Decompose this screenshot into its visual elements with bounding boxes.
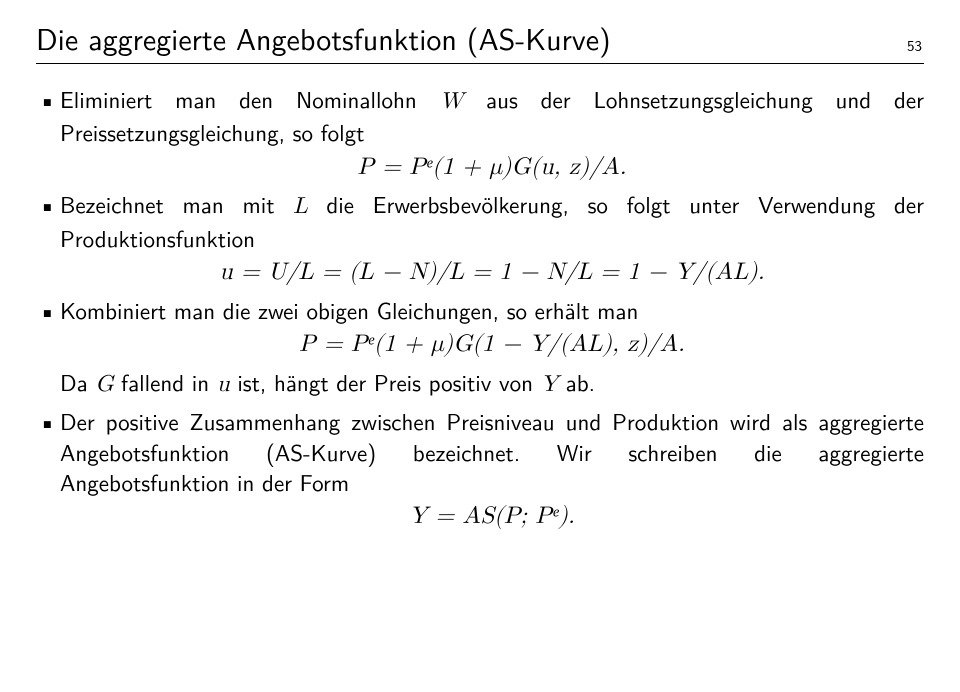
b2-text-a: Bezeichnet man mit (60, 187, 293, 221)
b3a-da: Da (60, 365, 95, 399)
b3a-u: u (217, 373, 230, 396)
b4-text: Der positive Zusammenhang zwischen Preis… (60, 404, 924, 499)
b3-text: Kombiniert man die zwei obigen Gleichung… (60, 293, 638, 327)
slide-content: Eliminiert man den Nominallohn W aus der… (36, 84, 924, 533)
page-number: 53 (907, 34, 924, 60)
bullet-2: Bezeichnet man mit L die Erwerbsbevölker… (36, 189, 924, 288)
bullet-3: Kombiniert man die zwei obigen Gleichung… (36, 295, 924, 400)
b2-var-l: L (293, 195, 307, 218)
b1-text-a: Eliminiert man den Nominallohn (60, 82, 440, 116)
b3a-y: Y (541, 373, 558, 396)
slide-title: Die aggregierte Angebotsfunktion (AS-Kur… (36, 16, 907, 60)
equation-4: Y = AS(P; Pᵉ). (60, 501, 924, 533)
equation-2: u = U/L = (L − N)/L = 1 − N/L = 1 − Y/(A… (60, 257, 924, 289)
b3a-g: G (95, 373, 113, 396)
b3a-t3: ab. (558, 365, 595, 399)
equation-3: P = Pᵉ(1 + μ)G(1 − Y/(AL), z)/A. (60, 329, 924, 361)
b1-var-w: W (440, 90, 464, 113)
b3a-t2: ist, hängt der Preis positiv von (230, 365, 541, 399)
slide: Die aggregierte Angebotsfunktion (AS-Kur… (0, 0, 960, 692)
bullet-list: Eliminiert man den Nominallohn W aus der… (36, 84, 924, 533)
title-row: Die aggregierte Angebotsfunktion (AS-Kur… (36, 16, 924, 64)
equation-1: P = Pᵉ(1 + μ)G(u, z)/A. (60, 152, 924, 184)
bullet-4: Der positive Zusammenhang zwischen Preis… (36, 406, 924, 533)
b3a-t1: fallend in (113, 365, 216, 399)
bullet-1: Eliminiert man den Nominallohn W aus der… (36, 84, 924, 183)
